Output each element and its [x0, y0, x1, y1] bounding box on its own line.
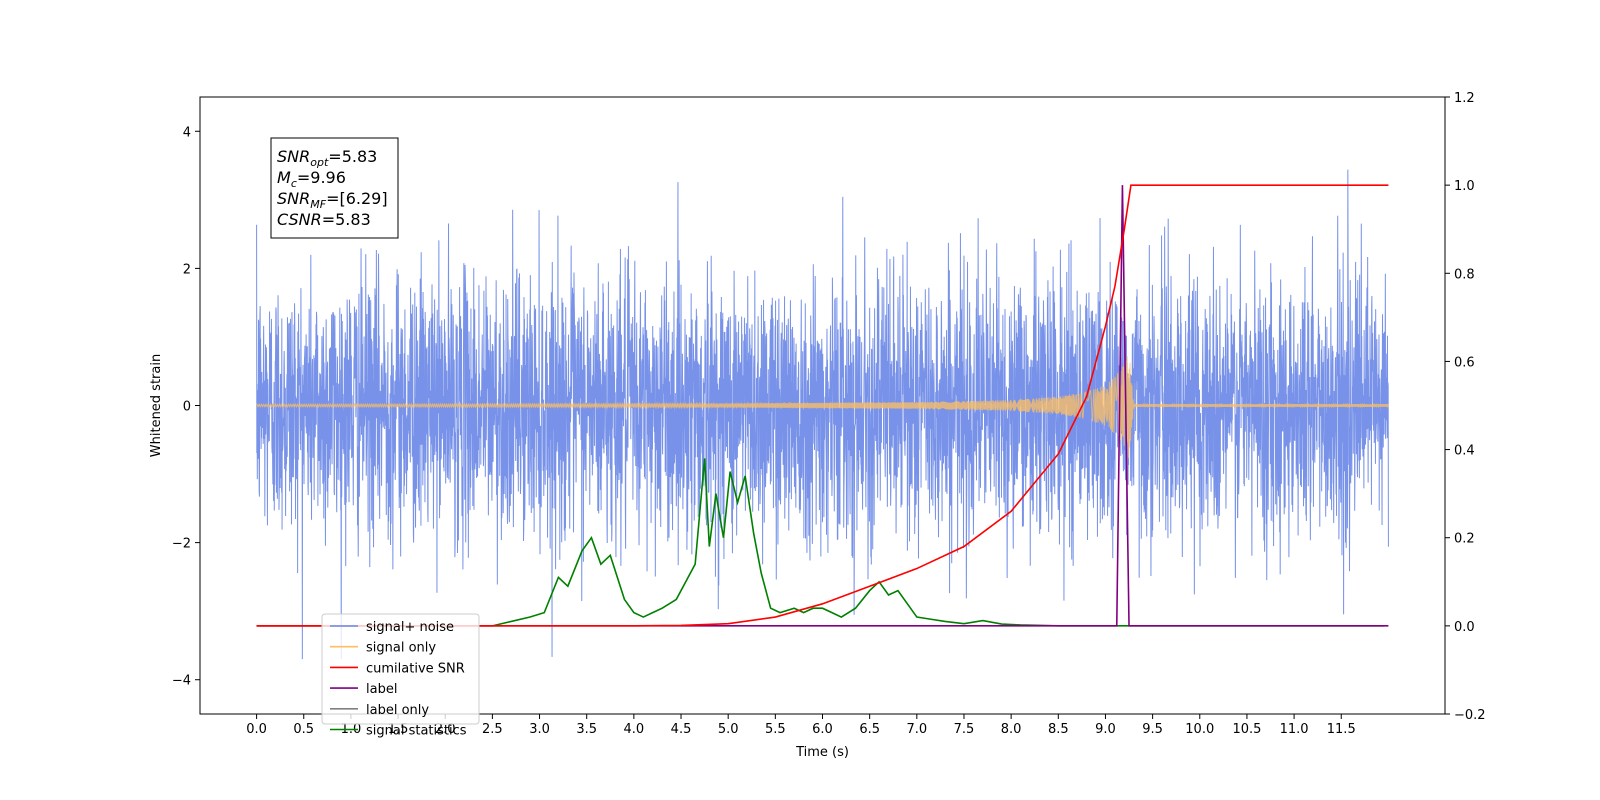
annotation-line: SNRMF=[6.29]	[277, 189, 388, 211]
x-tick-label: 11.0	[1280, 722, 1309, 737]
x-tick-label: 4.0	[624, 722, 645, 737]
x-tick-label: 6.0	[812, 722, 833, 737]
x-tick-label: 8.5	[1048, 722, 1069, 737]
x-tick-label: 4.5	[671, 722, 692, 737]
y2-tick-label: 0.8	[1454, 267, 1475, 282]
x-tick-label: 1.5	[388, 722, 409, 737]
y2-tick-label: 1.2	[1454, 91, 1475, 106]
x-tick-label: 2.0	[435, 722, 456, 737]
series-label	[256, 185, 1389, 627]
legend-label: label	[366, 682, 397, 697]
y2-tick-label: 0.2	[1454, 532, 1475, 547]
x-tick-label: 3.0	[529, 722, 550, 737]
series-signal-statistics	[256, 458, 1384, 627]
y-tick-label: 0	[183, 400, 191, 415]
x-tick-label: 5.5	[765, 722, 786, 737]
x-tick-label: 9.0	[1095, 722, 1116, 737]
y2-tick-label: 1.0	[1454, 179, 1475, 194]
legend-label: cumilative SNR	[366, 661, 465, 676]
legend-label: signal+ noise	[366, 620, 454, 635]
y2-tick-label: 0.4	[1454, 444, 1475, 459]
x-tick-label: 7.5	[954, 722, 975, 737]
y2-tick-label: 0.6	[1454, 355, 1475, 370]
x-tick-label: 0.0	[246, 722, 267, 737]
legend: signal+ noise signal only cumilative SNR la…	[321, 613, 480, 739]
annotation-line: SNRopt=5.83	[277, 147, 377, 169]
legend-label: label only	[366, 703, 429, 718]
y-tick-label: −2	[172, 537, 191, 552]
x-tick-label: 7.0	[906, 722, 927, 737]
x-tick-label: 3.5	[576, 722, 597, 737]
x-tick-label: 0.5	[293, 722, 314, 737]
annotation-line: Mc=9.96	[277, 168, 346, 190]
x-tick-label: 5.0	[718, 722, 739, 737]
x-axis-label: Time (s)	[795, 745, 849, 760]
x-tick-label: 8.0	[1001, 722, 1022, 737]
x-tick-label: 11.5	[1327, 722, 1356, 737]
x-tick-label: 9.5	[1142, 722, 1163, 737]
y-tick-label: 2	[183, 262, 191, 277]
series-layer	[256, 169, 1389, 660]
legend-box	[321, 613, 480, 725]
x-tick-label: 2.5	[482, 722, 503, 737]
y2-tick-label: 0.0	[1454, 620, 1475, 635]
y-tick-label: 4	[183, 125, 191, 140]
x-tick-label: 10.0	[1185, 722, 1214, 737]
annotation-box	[270, 137, 399, 239]
legend-label: signal statistics	[366, 724, 467, 739]
annotation-line: CSNR=5.83	[277, 210, 371, 229]
y-axis-label: Whitened strain	[149, 354, 164, 457]
series-signal-only	[256, 356, 1389, 459]
series-cumulative-snr	[256, 184, 1389, 627]
y2-tick-label: −0.2	[1454, 708, 1486, 723]
x-tick-label: 10.5	[1232, 722, 1261, 737]
series-signal-noise	[256, 169, 1389, 660]
x-tick-label: 6.5	[859, 722, 880, 737]
y-tick-label: −4	[172, 674, 191, 689]
legend-label: signal only	[366, 641, 436, 656]
